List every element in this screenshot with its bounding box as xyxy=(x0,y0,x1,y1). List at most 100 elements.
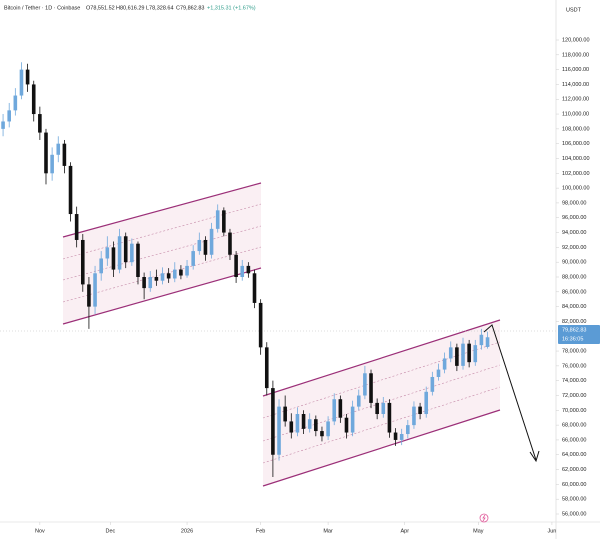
y-tick-label: 78,000.00 xyxy=(562,349,586,355)
candle-body xyxy=(289,421,294,433)
candle-body xyxy=(479,334,484,346)
y-tick-label: 74,000.00 xyxy=(562,378,586,384)
candle-body xyxy=(68,165,73,215)
candle-body xyxy=(111,247,116,270)
y-tick-label: 96,000.00 xyxy=(562,215,586,221)
candle-body xyxy=(314,419,318,432)
y-tick-label: 58,000.00 xyxy=(562,497,586,503)
y-tick-label: 112,000.00 xyxy=(562,97,589,103)
x-tick-label: May xyxy=(473,528,484,534)
y-tick-label: 120,000.00 xyxy=(562,37,590,43)
candle-body xyxy=(240,265,245,277)
candle-body xyxy=(424,391,429,415)
y-tick-label: 86,000.00 xyxy=(562,289,586,295)
candle-body xyxy=(363,373,367,396)
last-price: 79,862.83 xyxy=(562,327,586,333)
candle-body xyxy=(406,425,410,435)
candle-body xyxy=(179,269,183,276)
candle-body xyxy=(50,154,54,174)
open: O78,551.52 xyxy=(86,5,115,11)
candle-body xyxy=(283,406,287,422)
candle-body xyxy=(375,402,379,415)
candle-body xyxy=(7,110,11,122)
candle-body xyxy=(393,432,398,440)
candle-body xyxy=(356,395,361,407)
y-tick-label: 118,000.00 xyxy=(562,52,589,58)
x-tick-label: Dec xyxy=(105,528,115,534)
candle-body xyxy=(320,431,324,437)
candle-body xyxy=(301,414,306,429)
candle-body xyxy=(80,239,85,285)
candle-body xyxy=(234,254,238,277)
candle-body xyxy=(338,399,343,418)
candle-body xyxy=(418,406,422,415)
candle-body xyxy=(277,406,281,455)
y-tick-label: 62,000.00 xyxy=(562,467,586,473)
symbol: Bitcoin / Tether · 1D · Coinbase xyxy=(4,5,80,11)
candle-body xyxy=(258,302,263,348)
candle-body xyxy=(38,114,42,133)
candle-body xyxy=(62,143,67,166)
candle-body xyxy=(228,232,232,255)
candle-body xyxy=(203,239,208,255)
header: Bitcoin / Tether · 1D · Coinbase O78,551… xyxy=(4,5,256,11)
candle-body xyxy=(381,402,386,415)
candle-body xyxy=(295,414,300,433)
candle-body xyxy=(44,132,48,174)
currency: USDT xyxy=(566,7,582,13)
y-tick-label: 70,000.00 xyxy=(562,408,586,414)
alert-icon[interactable] xyxy=(479,513,489,523)
y-tick-label: 108,000.00 xyxy=(562,126,590,132)
high: H80,616.29 xyxy=(116,5,144,11)
y-tick-label: 72,000.00 xyxy=(562,393,586,399)
x-tick-label: Jun xyxy=(547,528,556,534)
countdown: 16:36:05 xyxy=(562,336,583,342)
candle-body xyxy=(436,369,441,377)
last-price-badge: 79,862.83 16:36:05 xyxy=(558,325,600,344)
candles xyxy=(1,62,490,477)
candle-body xyxy=(209,228,214,255)
low: L78,328.64 xyxy=(146,5,174,11)
y-tick-label: 106,000.00 xyxy=(562,141,590,147)
y-tick-label: 68,000.00 xyxy=(562,423,586,429)
y-tick-label: 114,000.00 xyxy=(562,82,589,88)
candle-body xyxy=(185,265,189,276)
y-tick-label: 110,000.00 xyxy=(562,112,589,118)
candle-body xyxy=(105,247,110,259)
candle-body xyxy=(74,214,79,240)
y-tick-label: 92,000.00 xyxy=(562,245,586,251)
candle-body xyxy=(154,276,159,281)
candle-body xyxy=(461,343,465,366)
candle-body xyxy=(430,376,435,392)
candle-body xyxy=(160,273,165,281)
candle-body xyxy=(467,343,471,363)
candle-body xyxy=(369,373,373,403)
channel-upper-left xyxy=(62,182,262,325)
candle-body xyxy=(25,69,30,85)
candle-body xyxy=(271,388,275,455)
candle-body xyxy=(123,236,128,263)
y-tick-label: 116,000.00 xyxy=(562,67,589,73)
candle-body xyxy=(307,419,312,429)
y-tick-label: 82,000.00 xyxy=(562,319,586,325)
x-tick-label: Feb xyxy=(256,528,265,534)
y-tick-label: 102,000.00 xyxy=(562,171,590,177)
candle-body xyxy=(148,276,153,289)
candle-body xyxy=(197,239,202,252)
candle-body xyxy=(387,402,392,433)
candle-body xyxy=(473,345,478,363)
y-tick-label: 56,000.00 xyxy=(562,511,586,517)
candle-body xyxy=(130,243,134,263)
x-tick-label: 2026 xyxy=(181,528,193,534)
candle-body xyxy=(264,347,269,389)
x-tick-label: Mar xyxy=(323,528,333,534)
y-tick-label: 66,000.00 xyxy=(562,437,586,443)
x-tick-label: Apr xyxy=(400,528,409,534)
candle-body xyxy=(142,276,146,289)
candle-body xyxy=(442,358,447,370)
candle-body xyxy=(326,421,330,437)
candle-body xyxy=(222,210,226,233)
candle-body xyxy=(399,434,404,440)
candle-body xyxy=(252,273,257,303)
